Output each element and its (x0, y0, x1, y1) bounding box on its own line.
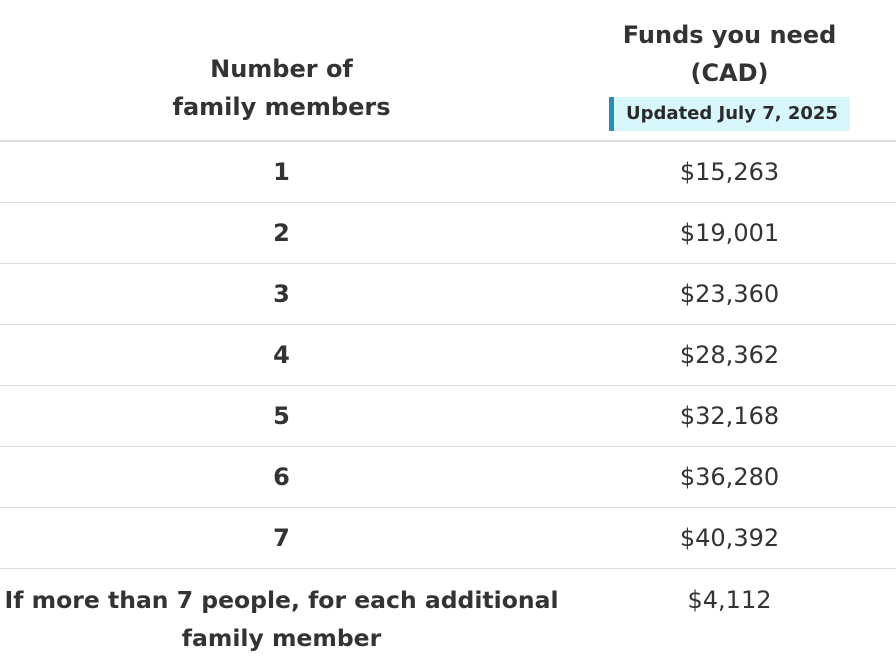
funds-cell: $28,362 (563, 324, 896, 386)
funds-cell: $23,360 (563, 263, 896, 325)
table-row: 5 $32,168 (0, 385, 896, 447)
table-row-additional-member: If more than 7 people, for each addition… (0, 569, 896, 672)
family-members-cell: 5 (0, 385, 563, 447)
funds-cell: $19,001 (563, 202, 896, 264)
family-members-cell: 6 (0, 446, 563, 508)
funds-cell: $40,392 (563, 507, 896, 569)
family-members-cell: 7 (0, 507, 563, 569)
column-header-line: (CAD) (690, 59, 769, 87)
funds-cell: $36,280 (563, 446, 896, 508)
family-members-cell: 1 (0, 141, 563, 203)
column-header-family-members: Number of family members (0, 0, 563, 142)
updated-date-badge: Updated July 7, 2025 (609, 97, 850, 131)
column-header-funds: Funds you need (CAD) Updated July 7, 202… (563, 0, 896, 142)
column-header-line: family members (172, 93, 391, 121)
family-members-cell: 4 (0, 324, 563, 386)
column-header-line: Funds you need (622, 21, 837, 49)
column-header-line: Number of (210, 55, 353, 83)
table-row: 3 $23,360 (0, 263, 896, 325)
family-members-cell: 3 (0, 263, 563, 325)
table-row: 4 $28,362 (0, 324, 896, 386)
table-row: 6 $36,280 (0, 446, 896, 508)
table-row: 1 $15,263 (0, 141, 896, 203)
family-members-cell: 2 (0, 202, 563, 264)
funds-cell: $15,263 (563, 141, 896, 203)
additional-member-funds: $4,112 (687, 586, 772, 614)
additional-member-label: If more than 7 people, for each addition… (4, 586, 559, 652)
table-row: 2 $19,001 (0, 202, 896, 264)
table-header-row: Number of family members Funds you need … (0, 0, 896, 142)
table-row: 7 $40,392 (0, 507, 896, 569)
funds-cell: $32,168 (563, 385, 896, 447)
